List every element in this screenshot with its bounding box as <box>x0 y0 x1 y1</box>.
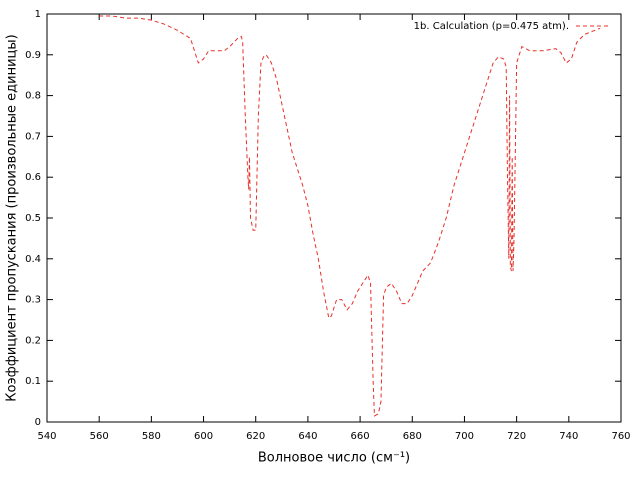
y-tick-label: 0.7 <box>25 131 41 142</box>
y-tick-label: 0.1 <box>25 376 41 387</box>
x-tick-label: 600 <box>194 431 213 442</box>
y-tick-label: 0.8 <box>25 91 41 102</box>
x-tick-label: 680 <box>403 431 422 442</box>
x-axis-title: Волновое число (см⁻¹) <box>258 451 410 466</box>
legend-label: 1b. Calculation (p=0.475 atm). <box>414 21 569 32</box>
data-line <box>99 15 601 417</box>
x-tick-label: 700 <box>455 431 474 442</box>
y-tick-label: 0.6 <box>25 172 41 183</box>
x-tick-label: 720 <box>507 431 526 442</box>
y-tick-label: 0.9 <box>25 50 41 61</box>
y-tick-label: 0 <box>35 417 41 428</box>
y-axis-title: Коэффициент пропускания (произвольные ед… <box>5 34 20 401</box>
y-tick-label: 0.3 <box>25 295 41 306</box>
x-tick-label: 760 <box>611 431 630 442</box>
x-tick-label: 640 <box>298 431 317 442</box>
x-tick-label: 660 <box>351 431 370 442</box>
x-tick-label: 580 <box>142 431 161 442</box>
x-tick-label: 540 <box>37 431 56 442</box>
y-tick-label: 1 <box>35 9 41 20</box>
y-tick-label: 0.5 <box>25 213 41 224</box>
y-tick-label: 0.4 <box>25 254 41 265</box>
y-tick-label: 0.2 <box>25 335 41 346</box>
x-tick-label: 620 <box>246 431 265 442</box>
x-tick-label: 560 <box>90 431 109 442</box>
x-tick-label: 740 <box>559 431 578 442</box>
plot-border <box>46 13 622 423</box>
